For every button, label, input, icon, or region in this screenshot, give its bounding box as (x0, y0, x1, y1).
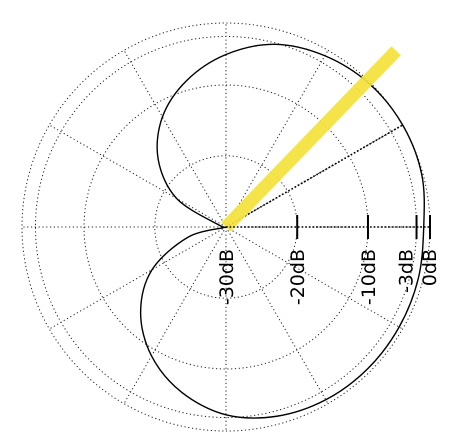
radial-tick-label: 0dB (419, 249, 441, 286)
radial-tick-label: -20dB (287, 249, 309, 305)
grid-spoke (49, 124, 227, 228)
radial-tick-label: -30dB (216, 249, 238, 305)
highlight-layer (221, 46, 401, 232)
grid-spoke (49, 226, 227, 330)
highlight-ray (221, 46, 401, 232)
radial-tick-label: -10dB (358, 249, 380, 305)
radial-axis-layer (226, 215, 431, 239)
tick-label-layer: -30dB -20dB -10dB -3dB 0dB (216, 249, 441, 305)
radial-tick-label: -3dB (396, 249, 418, 293)
grid-spoke (225, 226, 329, 404)
reference-line (225, 124, 404, 228)
reference-lines (225, 124, 404, 228)
grid-spoke (123, 226, 227, 404)
grid-spoke (123, 50, 227, 228)
